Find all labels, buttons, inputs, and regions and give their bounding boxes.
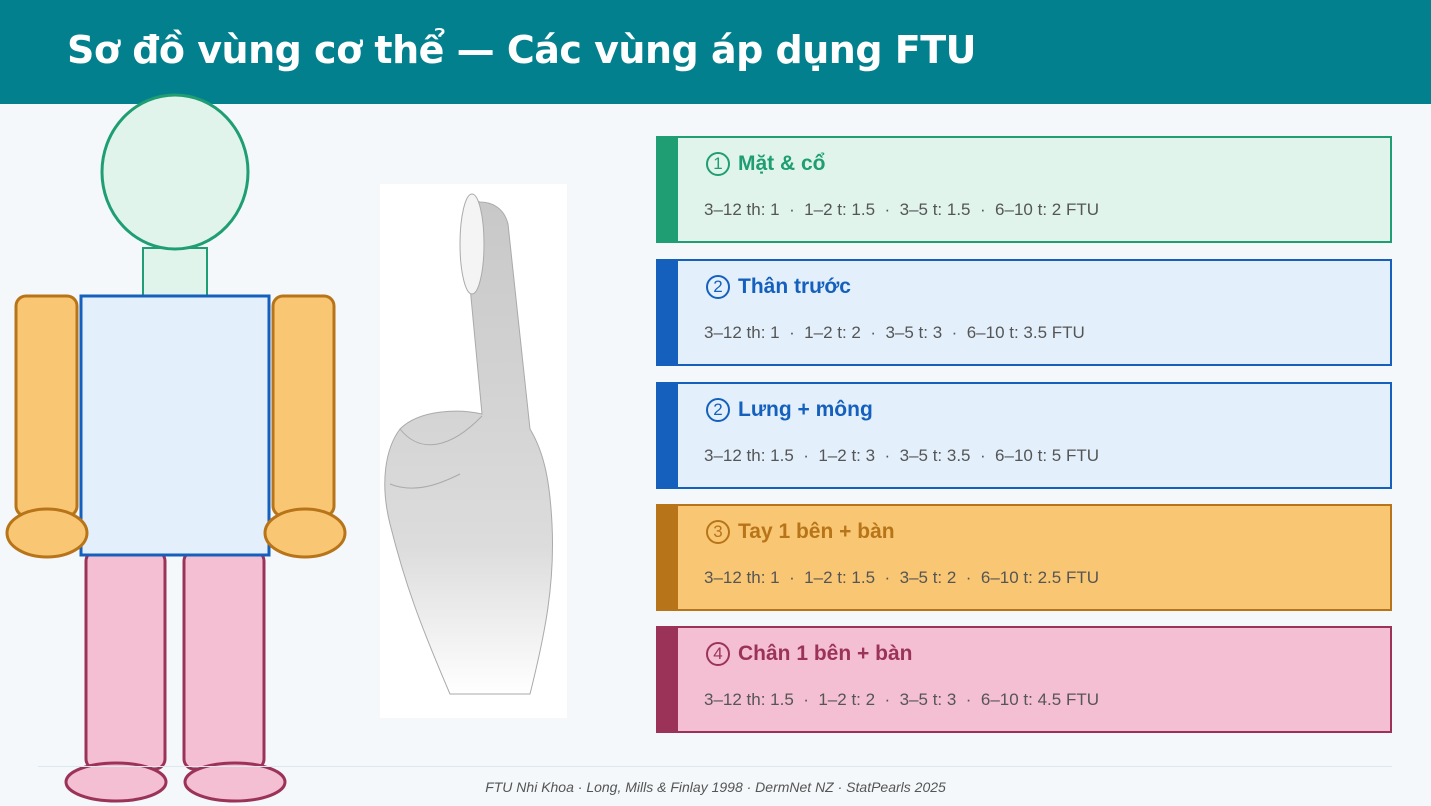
region-number-badge: 4 (706, 642, 730, 666)
region-name: Tay 1 bên + bàn (738, 520, 895, 543)
accent-bar (656, 626, 678, 733)
neck (142, 247, 208, 299)
region-name: Chân 1 bên + bàn (738, 642, 913, 665)
left-leg (84, 549, 167, 771)
accent-bar (656, 259, 678, 366)
left-foot (64, 761, 168, 803)
accent-bar (656, 136, 678, 243)
region-number-badge: 2 (706, 398, 730, 422)
torso (79, 294, 271, 557)
region-number-badge: 3 (706, 520, 730, 544)
region-card-face-neck: 1 Mặt & cổ 3–12 th: 1 · 1–2 t: 1.5 · 3–5 … (656, 136, 1392, 243)
footer-divider (38, 766, 1392, 767)
region-card-front-trunk: 2 Thân trước 3–12 th: 1 · 1–2 t: 2 · 3–5 … (656, 259, 1392, 366)
region-card-back-buttocks: 2 Lưng + mông 3–12 th: 1.5 · 1–2 t: 3 · 3… (656, 382, 1392, 489)
footer-citation: FTU Nhi Khoa · Long, Mills & Finlay 1998… (485, 779, 946, 795)
right-arm (271, 294, 336, 518)
region-card-leg-foot: 4 Chân 1 bên + bàn 3–12 th: 1.5 · 1–2 t: … (656, 626, 1392, 733)
accent-bar (656, 504, 678, 611)
region-doses: 3–12 th: 1 · 1–2 t: 1.5 · 3–5 t: 2 · 6–1… (704, 568, 1099, 587)
region-card-arm-hand: 3 Tay 1 bên + bàn 3–12 th: 1 · 1–2 t: 1.5… (656, 504, 1392, 611)
right-leg (182, 549, 266, 771)
region-doses: 3–12 th: 1 · 1–2 t: 1.5 · 3–5 t: 1.5 · 6… (704, 200, 1099, 219)
body-diagram (5, 93, 347, 803)
left-hand (5, 507, 89, 559)
region-doses: 3–12 th: 1 · 1–2 t: 2 · 3–5 t: 3 · 6–10 … (704, 323, 1085, 342)
region-doses: 3–12 th: 1.5 · 1–2 t: 3 · 3–5 t: 3.5 · 6… (704, 446, 1099, 465)
head (100, 93, 250, 251)
left-arm (14, 294, 79, 518)
fingertip-unit-illustration (380, 184, 567, 718)
region-name: Lưng + mông (738, 398, 873, 421)
title-bar: Sơ đồ vùng cơ thể — Các vùng áp dụng FTU (0, 0, 1431, 104)
accent-bar (656, 382, 678, 489)
finger-icon (384, 193, 554, 695)
region-name: Mặt & cổ (738, 152, 826, 175)
region-doses: 3–12 th: 1.5 · 1–2 t: 2 · 3–5 t: 3 · 6–1… (704, 690, 1099, 709)
right-foot (183, 761, 287, 803)
region-number-badge: 1 (706, 152, 730, 176)
region-name: Thân trước (738, 275, 851, 298)
page-title: Sơ đồ vùng cơ thể — Các vùng áp dụng FTU (67, 28, 977, 72)
right-hand (263, 507, 347, 559)
region-number-badge: 2 (706, 275, 730, 299)
